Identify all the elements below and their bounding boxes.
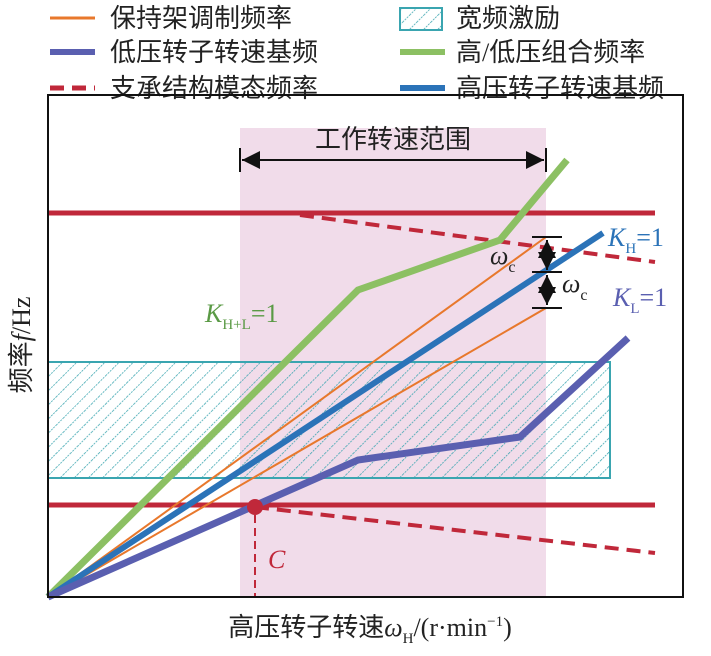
hp-rotor-frequency (46, 230, 605, 600)
text-part: K (204, 299, 224, 328)
text-part: =1 (636, 223, 664, 252)
legend-label: 宽频激励 (456, 4, 560, 33)
text-part: H+L (222, 317, 250, 333)
critical-point (247, 499, 263, 515)
support-mode-dashed (254, 505, 656, 555)
legend-label: 保持架调制频率 (110, 4, 292, 33)
text-part: ω (562, 269, 580, 298)
text-part: =1 (640, 283, 668, 312)
legend-swatch (399, 7, 443, 31)
text-part: ω (384, 613, 402, 642)
text-part: c (508, 259, 515, 276)
plot-frame (47, 94, 684, 598)
cage-frequency (47, 307, 547, 598)
support-mode-dashed (299, 213, 656, 264)
range-label: 工作转速范围 (315, 125, 471, 154)
cage-frequency (47, 236, 547, 598)
text-part: H (403, 631, 414, 647)
text-part: =1 (251, 299, 279, 328)
text-part: K (612, 283, 632, 312)
omega-label: ωc (562, 269, 587, 304)
kh-label: KH=1 (607, 223, 664, 257)
broadband-excitation (47, 361, 611, 479)
legend: 保持架调制频率 宽频激励 低压转子转速基频 高/低压组合频率 支承结构模态频率 … (50, 4, 664, 103)
text-part: f (7, 330, 36, 341)
legend-label: 高压转子转速基频 (456, 74, 664, 103)
omega-label: ωc (490, 241, 515, 276)
text-part: L (630, 301, 639, 317)
text-part: /(r·min (413, 613, 487, 642)
legend-label: 低压转子转速基频 (110, 38, 318, 67)
text-part: 高压转子转速 (228, 613, 384, 642)
text-part: /Hz (7, 297, 36, 335)
point-label: C (268, 545, 286, 574)
text-part: K (607, 223, 627, 252)
kl-label: KL=1 (612, 283, 667, 317)
text-part: −1 (487, 614, 503, 630)
x-axis-label: 高压转子转速ωH/(r·min−1) (228, 613, 512, 647)
text-part: H (625, 241, 636, 257)
text-part: 频率 (7, 341, 36, 393)
legend-label: 高/低压组合频率 (456, 38, 645, 67)
text-part: c (580, 287, 587, 304)
y-axis-label: 频率f/Hz (7, 297, 36, 394)
legend-label: 支承结构模态频率 (110, 74, 318, 103)
text-part: ω (490, 241, 508, 270)
lp-rotor-frequency (46, 335, 631, 601)
khl-label: KH+L=1 (204, 299, 278, 333)
text-part: ) (503, 613, 512, 642)
combined-frequency (45, 157, 570, 600)
